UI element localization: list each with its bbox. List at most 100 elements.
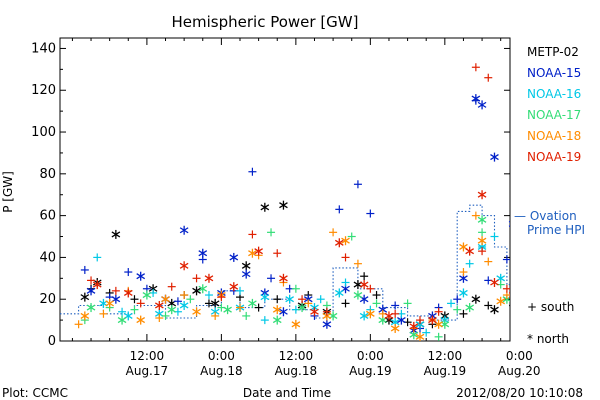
marker-stroke bbox=[229, 254, 239, 261]
south-marker bbox=[484, 73, 493, 82]
south-marker bbox=[459, 268, 468, 277]
legend-ovation-label: Prime HPI bbox=[527, 223, 585, 237]
south-marker bbox=[242, 311, 251, 320]
north-marker bbox=[223, 305, 232, 315]
north-marker bbox=[496, 296, 506, 306]
x-tick-time: 12:00 bbox=[279, 349, 314, 363]
x-tick-time: 0:00 bbox=[506, 349, 533, 363]
south-marker bbox=[584, 214, 592, 222]
marker-stroke bbox=[409, 323, 419, 330]
marker-stroke bbox=[465, 248, 474, 255]
north-marker bbox=[192, 307, 201, 317]
north-marker bbox=[198, 284, 208, 294]
marker-stroke bbox=[465, 304, 474, 311]
south-marker bbox=[118, 307, 127, 316]
marker-stroke bbox=[86, 287, 96, 294]
marker-stroke bbox=[80, 294, 90, 301]
marker-stroke bbox=[477, 101, 487, 108]
south-marker bbox=[186, 295, 195, 304]
south-marker bbox=[124, 268, 133, 277]
north-marker bbox=[546, 274, 554, 283]
south-marker bbox=[502, 284, 510, 293]
north-marker bbox=[553, 274, 561, 283]
south-marker bbox=[161, 311, 170, 320]
marker-stroke bbox=[534, 322, 542, 327]
south-marker bbox=[584, 291, 592, 299]
north-marker bbox=[477, 190, 487, 200]
south-marker bbox=[416, 316, 424, 325]
south-marker bbox=[329, 228, 338, 237]
marker-stroke bbox=[117, 317, 127, 324]
marker-stroke bbox=[359, 281, 369, 288]
marker-stroke bbox=[528, 293, 536, 298]
south-marker bbox=[478, 228, 487, 237]
north-marker bbox=[198, 248, 208, 258]
marker-stroke bbox=[477, 243, 487, 251]
south-marker bbox=[484, 257, 493, 266]
south-marker bbox=[571, 253, 579, 261]
south-marker bbox=[540, 278, 548, 286]
north-marker bbox=[179, 261, 189, 271]
south-marker bbox=[217, 293, 226, 302]
south-marker bbox=[447, 299, 456, 308]
hpi-layer bbox=[60, 204, 510, 321]
south-marker bbox=[93, 253, 102, 262]
marker-stroke bbox=[136, 273, 146, 280]
north-marker bbox=[465, 303, 474, 313]
marker-stroke bbox=[229, 283, 239, 290]
north-marker bbox=[359, 280, 369, 290]
north-marker bbox=[584, 278, 592, 287]
north-marker bbox=[86, 303, 96, 313]
north-marker bbox=[279, 273, 288, 283]
north-marker bbox=[477, 215, 487, 225]
marker-stroke bbox=[415, 321, 425, 328]
south-marker bbox=[471, 63, 480, 72]
south-marker bbox=[372, 299, 381, 308]
north-marker bbox=[471, 94, 481, 104]
north-marker bbox=[99, 298, 108, 308]
north-marker bbox=[136, 271, 146, 281]
marker-stroke bbox=[397, 317, 406, 324]
north-marker bbox=[528, 320, 536, 329]
x-tick-date: Aug.17 bbox=[126, 364, 169, 378]
points-layer bbox=[74, 63, 592, 341]
south-marker bbox=[490, 232, 499, 241]
north-marker bbox=[123, 288, 133, 298]
north-marker bbox=[123, 311, 133, 321]
south-marker bbox=[478, 247, 487, 256]
y-axis-label: P [GW] bbox=[1, 171, 15, 213]
marker-stroke bbox=[553, 276, 561, 281]
north-marker bbox=[272, 305, 282, 315]
marker-stroke bbox=[584, 280, 592, 285]
south-marker bbox=[111, 286, 120, 295]
marker-stroke bbox=[477, 237, 487, 244]
marker-stroke bbox=[409, 331, 419, 338]
x-tick-time: 0:00 bbox=[357, 349, 384, 363]
north-marker bbox=[359, 294, 369, 304]
north-marker bbox=[577, 274, 585, 283]
marker-stroke bbox=[154, 310, 164, 317]
marker-stroke bbox=[279, 275, 288, 282]
north-marker bbox=[260, 202, 270, 212]
south-marker bbox=[335, 205, 344, 214]
south-marker bbox=[459, 309, 468, 318]
north-marker bbox=[477, 236, 487, 246]
north-marker bbox=[111, 294, 121, 304]
south-marker bbox=[565, 184, 573, 192]
north-marker bbox=[179, 300, 189, 310]
south-marker bbox=[546, 291, 554, 299]
north-marker bbox=[328, 311, 338, 321]
marker-stroke bbox=[341, 237, 350, 244]
marker-stroke bbox=[571, 259, 579, 264]
marker-stroke bbox=[353, 291, 363, 299]
y-tick-label: 80 bbox=[39, 167, 56, 182]
north-marker bbox=[577, 284, 585, 293]
south-marker bbox=[254, 303, 263, 312]
legend-ovation-label: — Ovation bbox=[514, 209, 577, 223]
north-marker bbox=[248, 248, 257, 258]
legend-item: NOAA-18 bbox=[527, 129, 581, 143]
north-marker bbox=[111, 229, 121, 239]
south-marker bbox=[360, 272, 369, 281]
north-marker bbox=[241, 269, 251, 279]
marker-stroke bbox=[546, 276, 554, 281]
